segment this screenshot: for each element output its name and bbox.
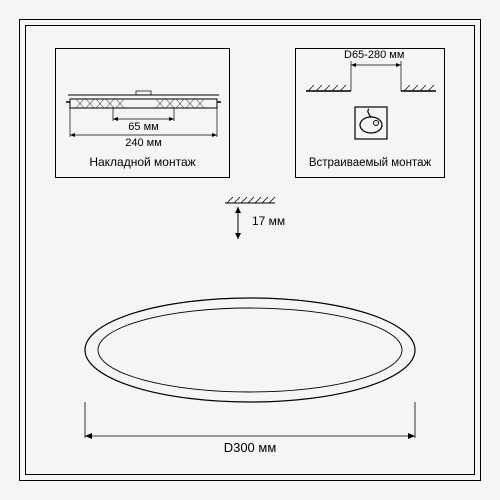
dim-d300: D300 мм <box>200 440 300 455</box>
surface-mount-panel: 65 мм 240 мм Накладной монтаж <box>55 48 230 178</box>
dim-d65-280: D65-280 мм <box>344 49 404 61</box>
dim-65mm: 65 мм <box>56 121 231 133</box>
dim-240mm: 240 мм <box>56 137 231 149</box>
dim-17mm: 17 мм <box>252 214 285 228</box>
recessed-mount-panel: D65-280 мм Встраиваемый монтаж <box>295 48 445 178</box>
recessed-mount-label: Встраиваемый монтаж <box>296 157 444 169</box>
panel-ellipse <box>60 280 440 420</box>
surface-mount-label: Накладной монтаж <box>56 155 229 169</box>
